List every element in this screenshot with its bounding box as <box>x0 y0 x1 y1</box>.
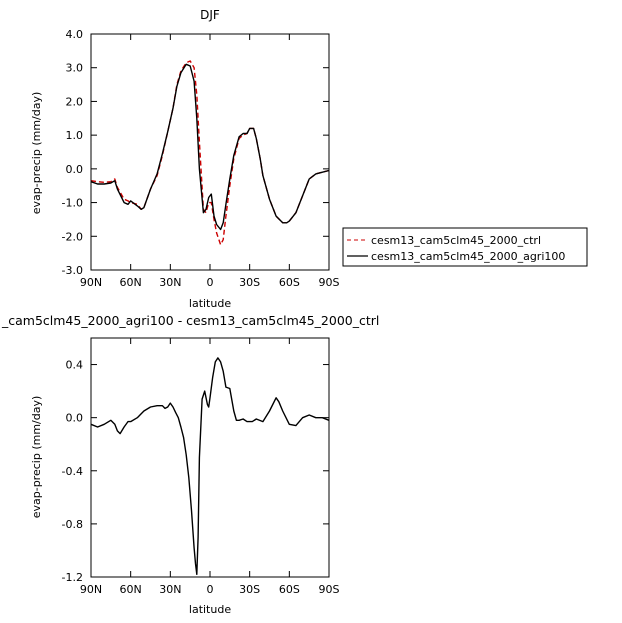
bottom-y-axis-label: evap-precip (mm/day) <box>30 396 43 519</box>
top-y-tick-label: -1.0 <box>62 197 83 210</box>
top-series-group <box>90 60 330 246</box>
top-series-line-1 <box>90 63 330 231</box>
bottom-y-tick-label: -1.2 <box>62 571 83 584</box>
top-x-tick-label: 0 <box>207 276 214 289</box>
bottom-series-group <box>90 357 330 575</box>
bottom-x-tick-label: 60N <box>120 583 142 596</box>
bottom-ticks-group: 90N 60N 30N 0 30S 60S 90S -1.2 -0.8 -0.4 0.0 0.4 <box>62 338 340 596</box>
top-x-axis-label: latitude <box>189 297 231 310</box>
bottom-x-tick-label: 60S <box>279 583 300 596</box>
top-y-tick-label: -2.0 <box>62 230 83 243</box>
top-x-tick-label: 30S <box>239 276 260 289</box>
top-panel: DJF evap-precip (mm/day) latitude 90N 60N… <box>30 8 340 310</box>
bottom-series-line-0 <box>90 357 330 575</box>
bottom-x-tick-label: 0 <box>207 583 214 596</box>
top-y-tick-label: 4.0 <box>66 28 84 41</box>
bottom-y-tick-label: 0.4 <box>66 359 84 372</box>
legend-label-ctrl: cesm13_cam5clm45_2000_ctrl <box>371 234 541 247</box>
top-x-tick-label: 30N <box>159 276 181 289</box>
top-y-tick-label: -3.0 <box>62 264 83 277</box>
bottom-x-axis-label: latitude <box>189 603 231 616</box>
top-x-tick-label: 90N <box>80 276 102 289</box>
top-y-tick-label: 1.0 <box>66 129 84 142</box>
top-title: DJF <box>200 8 220 22</box>
bottom-panel: _cam5clm45_2000_agri100 - cesm13_cam5clm… <box>1 313 379 616</box>
legend-label-agri100: cesm13_cam5clm45_2000_agri100 <box>371 250 565 263</box>
top-y-tick-label: 2.0 <box>66 95 84 108</box>
top-ticks-group: 90N 60N 30N 0 30S 60S 90S -3.0 -2.0 -1.0 0.0 1.0 2.0… <box>62 28 340 289</box>
top-x-tick-label: 60N <box>120 276 142 289</box>
top-y-tick-label: 0.0 <box>66 163 84 176</box>
top-y-axis-label: evap-precip (mm/day) <box>30 92 43 215</box>
top-plot-frame <box>90 33 330 271</box>
bottom-x-tick-label: 90N <box>80 583 102 596</box>
bottom-x-tick-label: 90S <box>319 583 340 596</box>
bottom-x-tick-label: 30N <box>159 583 181 596</box>
top-x-tick-label: 90S <box>319 276 340 289</box>
legend: cesm13_cam5clm45_2000_ctrl cesm13_cam5cl… <box>342 227 588 267</box>
bottom-x-tick-label: 30S <box>239 583 260 596</box>
bottom-y-tick-label: -0.4 <box>62 465 83 478</box>
top-y-tick-label: 3.0 <box>66 62 84 75</box>
legend-box <box>342 227 588 267</box>
bottom-plot-frame <box>90 337 330 578</box>
bottom-title: _cam5clm45_2000_agri100 - cesm13_cam5clm… <box>1 313 379 328</box>
bottom-y-tick-label: 0.0 <box>66 412 84 425</box>
bottom-y-tick-label: -0.8 <box>62 518 83 531</box>
top-x-tick-label: 60S <box>279 276 300 289</box>
